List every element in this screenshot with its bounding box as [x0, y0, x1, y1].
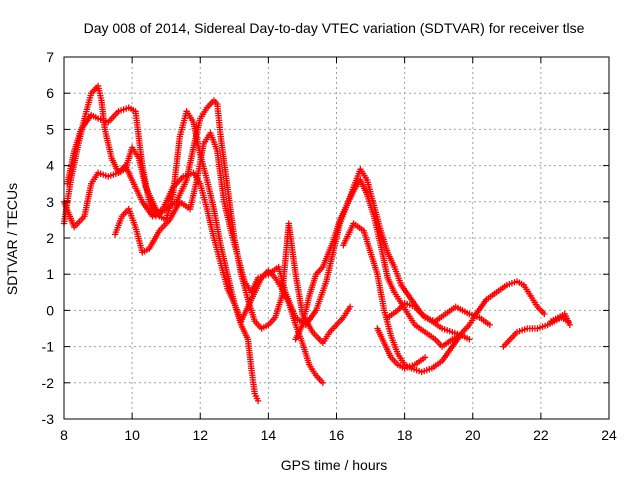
y-tick-label: 3 [46, 194, 54, 210]
series-trace-7 [384, 299, 493, 329]
x-tick-label: 18 [397, 427, 413, 443]
y-tick-label: 2 [46, 230, 54, 246]
data-markers [60, 82, 574, 405]
data-point [346, 303, 354, 310]
data-point [254, 397, 262, 405]
x-tick-label: 24 [601, 427, 617, 443]
y-tick-label: 5 [46, 121, 54, 137]
y-tick-label: -3 [42, 411, 55, 427]
y-tick-label: 4 [46, 158, 54, 174]
y-tick-label: 6 [46, 85, 54, 101]
chart-title: Day 008 of 2014, Sidereal Day-to-day VTE… [84, 20, 585, 36]
x-tick-label: 14 [261, 427, 277, 443]
y-tick-label: -1 [42, 339, 55, 355]
x-tick-label: 20 [465, 427, 481, 443]
series-trace-8 [374, 325, 429, 372]
x-tick-label: 12 [192, 427, 208, 443]
y-tick-label: 0 [46, 302, 54, 318]
data-point [421, 354, 429, 361]
x-tick-label: 8 [60, 427, 68, 443]
series-trace-10 [547, 310, 574, 329]
x-tick-label: 10 [124, 427, 140, 443]
y-tick-label: 1 [46, 266, 54, 282]
x-tick-label: 16 [329, 427, 345, 443]
data-point [486, 321, 493, 329]
series-trace-4 [111, 129, 463, 350]
data-point [466, 336, 473, 343]
series-trace-1 [60, 82, 262, 405]
data-point [319, 379, 327, 386]
y-axis-label: SDTVAR / TECUs [4, 183, 20, 295]
x-axis-label: GPS time / hours [281, 457, 388, 473]
series-trace-6 [340, 220, 548, 376]
data-point [541, 310, 548, 318]
x-tick-label: 22 [533, 427, 549, 443]
y-tick-label: 7 [46, 49, 54, 65]
axis-ticks [63, 56, 610, 420]
data-point [566, 321, 574, 329]
y-tick-label: -2 [42, 375, 55, 391]
series-trace-9 [500, 314, 572, 350]
